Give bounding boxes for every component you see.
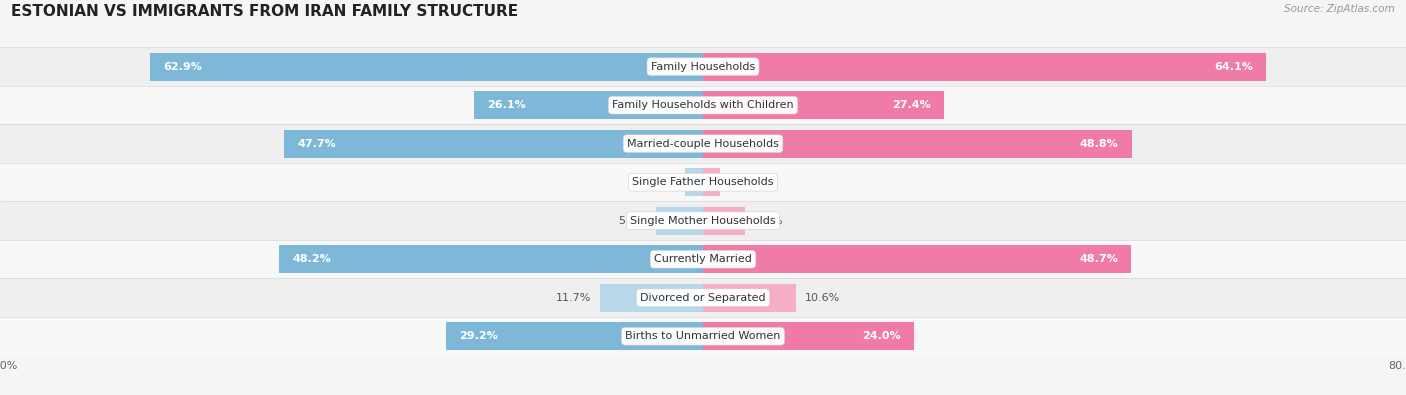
Text: Family Households with Children: Family Households with Children (612, 100, 794, 110)
Bar (703, 168, 720, 196)
Bar (0, 47, 1406, 86)
Text: Family Households: Family Households (651, 62, 755, 71)
Text: 29.2%: 29.2% (460, 331, 498, 341)
Text: Married-couple Households: Married-couple Households (627, 139, 779, 149)
Text: 27.4%: 27.4% (891, 100, 931, 110)
Bar (703, 130, 1132, 158)
Bar (474, 91, 703, 119)
Text: Births to Unmarried Women: Births to Unmarried Women (626, 331, 780, 341)
Bar (0, 124, 1406, 163)
Bar (703, 245, 1130, 273)
Text: 48.8%: 48.8% (1080, 139, 1119, 149)
Bar (703, 91, 943, 119)
Text: 48.2%: 48.2% (292, 254, 332, 264)
Bar (150, 53, 703, 81)
Bar (703, 53, 1267, 81)
Bar (703, 284, 796, 312)
Bar (655, 207, 703, 235)
Text: ESTONIAN VS IMMIGRANTS FROM IRAN FAMILY STRUCTURE: ESTONIAN VS IMMIGRANTS FROM IRAN FAMILY … (11, 4, 519, 19)
Bar (600, 284, 703, 312)
Bar (280, 245, 703, 273)
Bar (0, 163, 1406, 201)
Text: Divorced or Separated: Divorced or Separated (640, 293, 766, 303)
Text: Single Mother Households: Single Mother Households (630, 216, 776, 226)
Text: 1.9%: 1.9% (728, 177, 756, 187)
Bar (0, 278, 1406, 317)
Text: 47.7%: 47.7% (297, 139, 336, 149)
Text: Source: ZipAtlas.com: Source: ZipAtlas.com (1284, 4, 1395, 14)
Text: 2.1%: 2.1% (647, 177, 676, 187)
Bar (0, 201, 1406, 240)
Bar (447, 322, 703, 350)
Text: 48.7%: 48.7% (1078, 254, 1118, 264)
Bar (0, 86, 1406, 124)
Bar (685, 168, 703, 196)
Bar (703, 207, 745, 235)
Text: 5.4%: 5.4% (619, 216, 647, 226)
Text: 10.6%: 10.6% (804, 293, 841, 303)
Bar (284, 130, 703, 158)
Text: Single Father Households: Single Father Households (633, 177, 773, 187)
Bar (0, 240, 1406, 278)
Text: 26.1%: 26.1% (486, 100, 526, 110)
Text: 62.9%: 62.9% (163, 62, 202, 71)
Bar (703, 322, 914, 350)
Text: 11.7%: 11.7% (555, 293, 592, 303)
Text: 4.8%: 4.8% (754, 216, 783, 226)
Bar (0, 317, 1406, 356)
Text: Currently Married: Currently Married (654, 254, 752, 264)
Text: 24.0%: 24.0% (862, 331, 901, 341)
Text: 64.1%: 64.1% (1215, 62, 1253, 71)
